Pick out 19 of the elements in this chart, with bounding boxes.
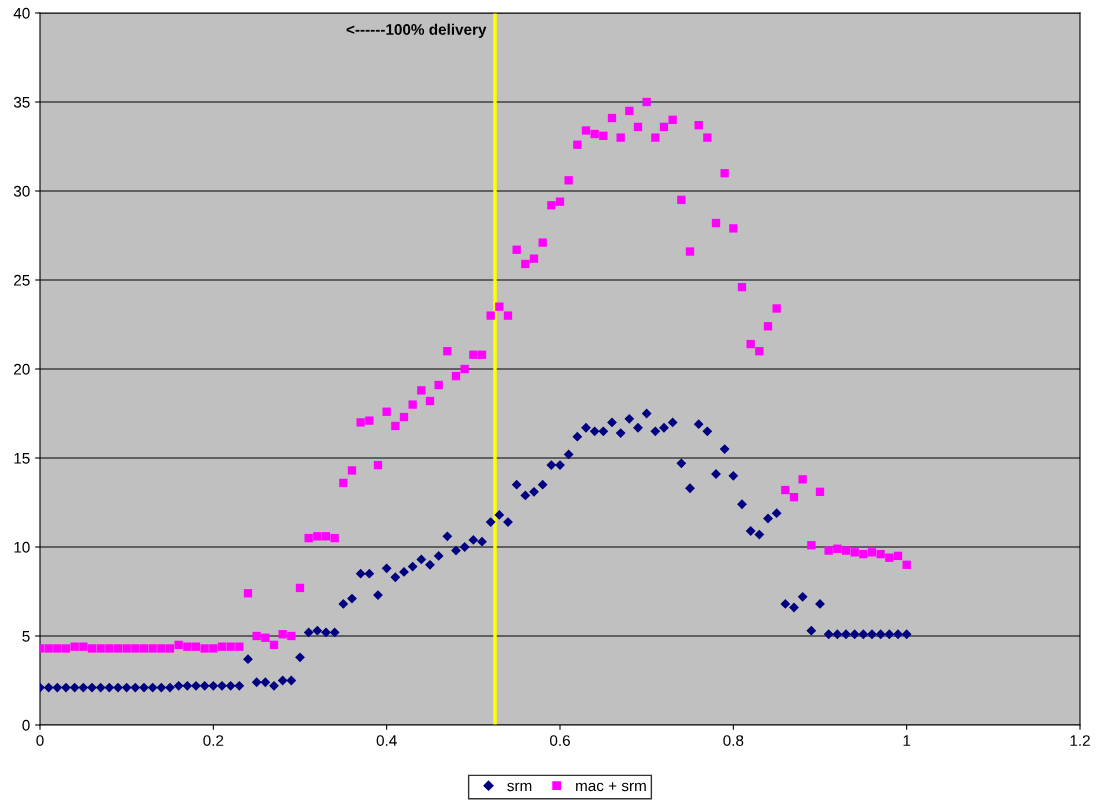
x-tick-label: 0.8 [723,735,744,746]
y-tick-label: 15 [14,453,30,464]
y-tick-label: 0 [22,719,30,731]
x-tick-label: 0 [36,735,44,746]
x-tick-label: 0.6 [549,735,570,746]
x-tick-label: 0.2 [203,735,224,746]
x-tick-label: 1 [903,735,911,746]
y-tick-label: 35 [13,96,30,108]
x-tick-label: 0.4 [376,735,397,746]
legend-label: mac + srm [576,782,646,792]
y-tick-label: 25 [14,274,30,286]
y-tick-label: 10 [14,541,30,553]
y-tick-label: 20 [14,363,30,375]
legend-label: srm [507,782,532,792]
y-tick-label: 30 [13,185,30,197]
y-tick-label: 40 [13,7,30,19]
y-tick-label: 5 [22,631,30,642]
ref-line-label: <------100% delivery [346,23,487,38]
x-tick-label: 1.2 [1070,735,1090,746]
